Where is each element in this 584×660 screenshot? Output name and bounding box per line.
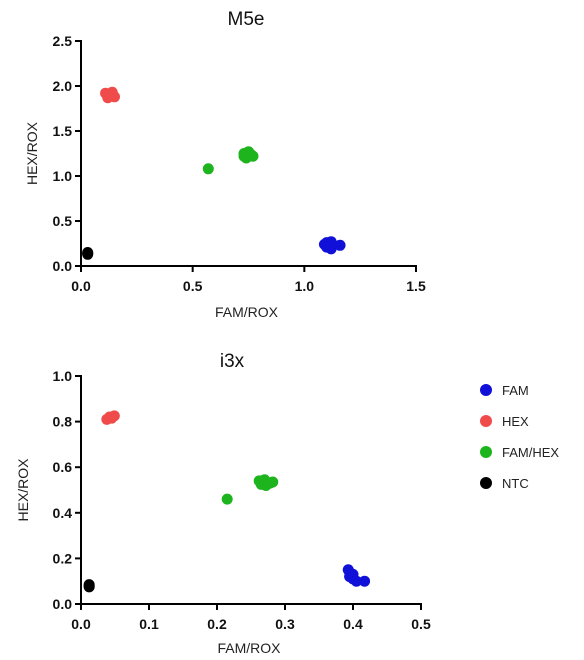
y-tick-label: 1.5: [53, 123, 73, 139]
x-tick-label: 0.0: [71, 278, 91, 294]
data-point: [359, 575, 371, 587]
x-tick-label: 0.0: [71, 616, 91, 632]
y-tick-label: 2.5: [53, 33, 73, 49]
x-tick-label: 1.5: [406, 278, 426, 294]
chart-panel-2: i3x 0.0 0.1 0.2 0.3 0.4 0.5 0.0 0.2 0.4 0.6 0.8 1.0 F…: [15, 351, 431, 656]
x-tick-label: 0.5: [183, 278, 203, 294]
data-point: [82, 248, 94, 260]
y-tick-label: 0.2: [53, 550, 73, 566]
y-axis-label: HEX/ROX: [15, 458, 31, 522]
data-point: [334, 239, 346, 251]
x-tick-label: 0.1: [139, 616, 159, 632]
data-point: [102, 88, 114, 100]
x-tick-label: 0.5: [411, 616, 431, 632]
series-fam-hex: [221, 474, 279, 505]
data-point: [221, 493, 233, 505]
x-axis-label: FAM/ROX: [217, 640, 281, 656]
x-tick-label: 0.3: [275, 616, 295, 632]
data-point: [325, 243, 337, 255]
y-tick-label: 0.5: [53, 213, 73, 229]
x-axis-label: FAM/ROX: [215, 304, 279, 320]
legend-marker: [480, 446, 492, 458]
data-point: [238, 150, 250, 162]
y-tick-label: 1.0: [53, 168, 73, 184]
legend-marker: [480, 384, 492, 396]
legend-label: NTC: [502, 476, 529, 491]
series-hex: [101, 410, 120, 425]
legend-label: FAM: [502, 383, 529, 398]
data-point: [106, 412, 118, 424]
data-point: [344, 566, 356, 578]
legend: FAM HEX FAM/HEX NTC: [480, 383, 559, 491]
y-tick-label: 1.0: [53, 368, 73, 384]
legend-marker: [480, 477, 492, 489]
y-tick-label: 0.4: [53, 505, 73, 521]
y-tick-label: 2.0: [53, 78, 73, 94]
y-axis-label: HEX/ROX: [24, 121, 40, 185]
data-point: [83, 581, 95, 593]
legend-marker: [480, 415, 492, 427]
series-ntc: [83, 579, 95, 593]
data-point: [202, 163, 214, 175]
y-tick-label: 0.0: [53, 258, 73, 274]
legend-label: FAM/HEX: [502, 445, 559, 460]
legend-label: HEX: [502, 414, 529, 429]
x-tick-label: 0.2: [207, 616, 227, 632]
chart-panel-1: M5e 0.0 0.5 1.0 1.5 0.0 0.5 1.0 1.5 2.0 2.5 FAM/ROX…: [24, 9, 426, 320]
y-tick-label: 0.8: [53, 414, 73, 430]
y-tick-label: 0.0: [53, 596, 73, 612]
data-point: [350, 575, 362, 587]
series-fam-hex: [202, 146, 259, 175]
series-fam: [318, 236, 346, 255]
data-point: [259, 474, 271, 486]
x-tick-label: 1.0: [295, 278, 315, 294]
series-fam: [342, 564, 371, 587]
chart-title: M5e: [228, 9, 265, 30]
series-hex: [100, 86, 120, 104]
y-tick-label: 0.6: [53, 459, 73, 475]
series-ntc: [82, 247, 94, 260]
chart-title: i3x: [220, 351, 245, 372]
x-tick-label: 0.4: [343, 616, 363, 632]
